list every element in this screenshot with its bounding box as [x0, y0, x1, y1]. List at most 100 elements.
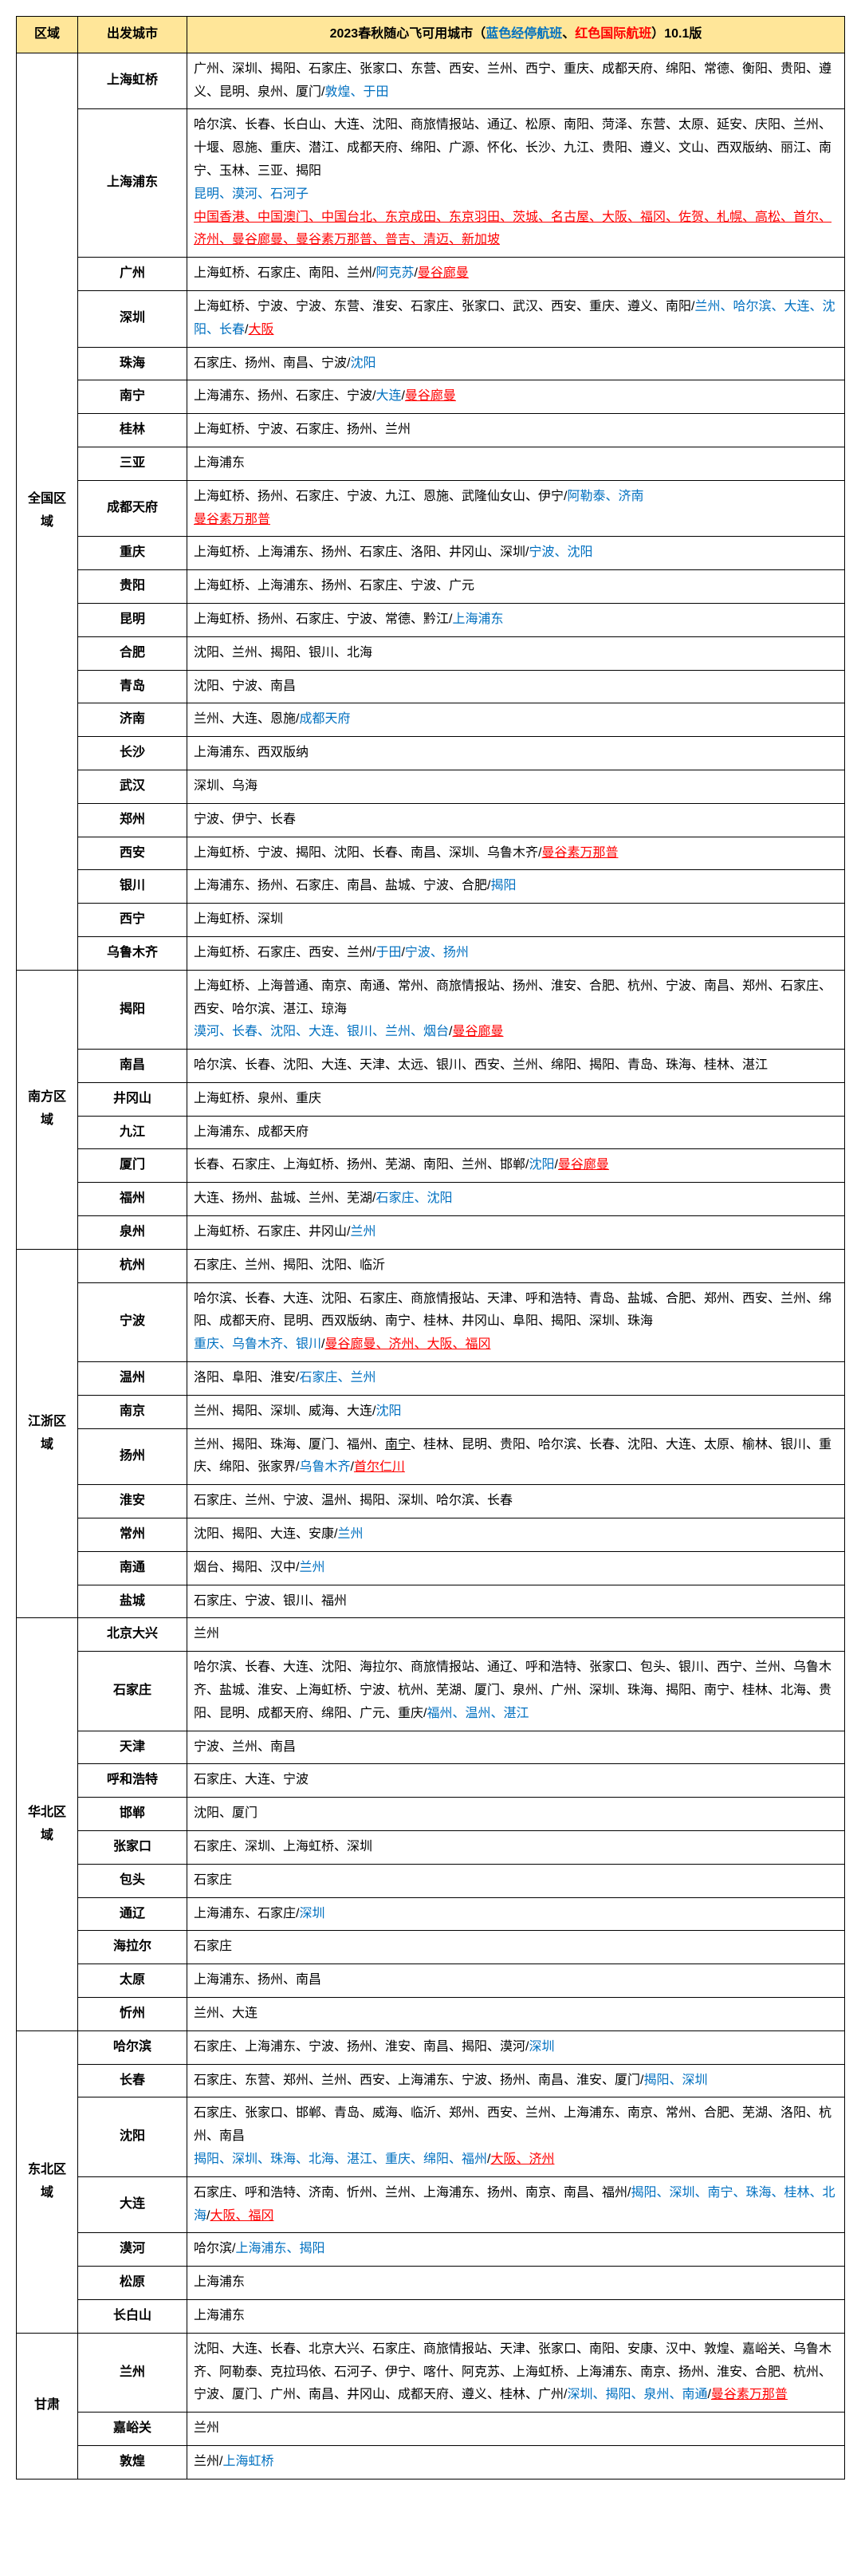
depart-cell: 井冈山	[78, 1082, 187, 1116]
dest-segment: 上海虹桥、石家庄、井冈山/	[194, 1225, 350, 1239]
dest-segment: 沈阳	[375, 1404, 401, 1418]
depart-cell: 海拉尔	[78, 1931, 187, 1964]
table-row: 沈阳石家庄、张家口、邯郸、青岛、威海、临沂、郑州、西安、兰州、上海浦东、南京、常…	[17, 2097, 845, 2176]
table-row: 东北区域哈尔滨石家庄、上海浦东、宁波、扬州、淮安、南昌、揭阳、漠河/深圳	[17, 2030, 845, 2064]
table-row: 长春石家庄、东营、郑州、兰州、西安、上海浦东、宁波、扬州、南昌、淮安、厦门/揭阳…	[17, 2064, 845, 2097]
depart-cell: 兰州	[78, 2333, 187, 2412]
destinations-cell: 沈阳、揭阳、大连、安康/兰州	[187, 1518, 845, 1552]
depart-cell: 乌鲁木齐	[78, 936, 187, 970]
dest-segment: 沈阳	[350, 356, 375, 370]
depart-cell: 通辽	[78, 1897, 187, 1931]
destinations-cell: 哈尔滨/上海浦东、揭阳	[187, 2233, 845, 2267]
destinations-cell: 兰州、揭阳、深圳、威海、大连/沈阳	[187, 1395, 845, 1428]
depart-cell: 忻州	[78, 1998, 187, 2031]
destinations-cell: 石家庄、扬州、南昌、宁波/沈阳	[187, 347, 845, 380]
dest-segment: 上海虹桥、宁波、石家庄、扬州、兰州	[194, 423, 411, 436]
destinations-cell: 兰州	[187, 1618, 845, 1652]
destinations-cell: 上海浦东	[187, 2299, 845, 2333]
table-row: 乌鲁木齐上海虹桥、石家庄、西安、兰州/于田/宁波、扬州	[17, 936, 845, 970]
dest-segment: 揭阳、深圳、珠海、北海、湛江、重庆、绵阳、福州	[194, 2153, 487, 2166]
depart-cell: 重庆	[78, 537, 187, 570]
table-row: 南通烟台、揭阳、汉中/兰州	[17, 1551, 845, 1585]
depart-cell: 南通	[78, 1551, 187, 1585]
dest-segment: 大连、扬州、盐城、兰州、芜湖/	[194, 1191, 375, 1205]
dest-segment: 深圳	[529, 2040, 554, 2054]
depart-cell: 济南	[78, 703, 187, 737]
dest-segment: 兰州	[337, 1527, 363, 1541]
dest-segment: 曼谷廊曼	[558, 1158, 609, 1172]
dest-segment: 兰州	[299, 1561, 324, 1574]
table-row: 天津宁波、兰州、南昌	[17, 1731, 845, 1764]
destinations-cell: 深圳、乌海	[187, 770, 845, 803]
header-row: 区域 出发城市 2023春秋随心飞可用城市（蓝色经停航班、红色国际航班）10.1…	[17, 17, 845, 53]
table-row: 嘉峪关兰州	[17, 2413, 845, 2446]
dest-segment: 哈尔滨、长春、大连、沈阳、石家庄、商旅情报站、天津、呼和浩特、青岛、盐城、合肥、…	[194, 1292, 832, 1329]
table-row: 江浙区域杭州石家庄、兰州、揭阳、沈阳、临沂	[17, 1249, 845, 1282]
depart-cell: 南宁	[78, 380, 187, 414]
table-row: 厦门长春、石家庄、上海虹桥、扬州、芜湖、南阳、兰州、邯郸/沈阳/曼谷廊曼	[17, 1149, 845, 1183]
destinations-cell: 上海浦东、石家庄/深圳	[187, 1897, 845, 1931]
dest-segment: 上海虹桥、宁波、揭阳、沈阳、长春、南昌、深圳、乌鲁木齐/	[194, 846, 541, 860]
depart-cell: 盐城	[78, 1585, 187, 1618]
dest-segment: 曼谷廊曼、济州、大阪、福冈	[324, 1337, 490, 1351]
dest-segment: 石家庄、兰州、揭阳、沈阳、临沂	[194, 1258, 385, 1272]
depart-cell: 邯郸	[78, 1798, 187, 1831]
table-row: 甘肃兰州沈阳、大连、长春、北京大兴、石家庄、商旅情报站、天津、张家口、南阳、安康…	[17, 2333, 845, 2412]
table-row: 扬州兰州、揭阳、珠海、厦门、福州、南宁、桂林、昆明、贵阳、哈尔滨、长春、沈阳、大…	[17, 1428, 845, 1485]
destinations-cell: 沈阳、大连、长春、北京大兴、石家庄、商旅情报站、天津、张家口、南阳、安康、汉中、…	[187, 2333, 845, 2412]
dest-segment: 曼谷素万那普	[711, 2388, 788, 2401]
region-cell: 东北区域	[17, 2030, 78, 2333]
depart-cell: 哈尔滨	[78, 2030, 187, 2064]
header-title: 2023春秋随心飞可用城市（蓝色经停航班、红色国际航班）10.1版	[187, 17, 845, 53]
table-row: 石家庄哈尔滨、长春、大连、沈阳、海拉尔、商旅情报站、通辽、呼和浩特、张家口、包头…	[17, 1652, 845, 1731]
dest-segment: 石家庄、上海浦东、宁波、扬州、淮安、南昌、揭阳、漠河/	[194, 2040, 529, 2054]
dest-segment: 沈阳、兰州、揭阳、银川、北海	[194, 646, 372, 660]
table-row: 成都天府上海虹桥、扬州、石家庄、宁波、九江、恩施、武隆仙女山、伊宁/阿勒泰、济南…	[17, 480, 845, 537]
depart-cell: 合肥	[78, 636, 187, 670]
dest-segment: 石家庄、兰州、宁波、温州、揭阳、深圳、哈尔滨、长春	[194, 1494, 513, 1507]
destinations-cell: 石家庄、兰州、揭阳、沈阳、临沂	[187, 1249, 845, 1282]
depart-cell: 郑州	[78, 803, 187, 837]
table-row: 福州大连、扬州、盐城、兰州、芜湖/石家庄、沈阳	[17, 1183, 845, 1216]
table-row: 淮安石家庄、兰州、宁波、温州、揭阳、深圳、哈尔滨、长春	[17, 1485, 845, 1518]
dest-segment: 曼谷廊曼	[452, 1025, 503, 1038]
table-row: 济南兰州、大连、恩施/成都天府	[17, 703, 845, 737]
dest-segment: 中国香港、中国澳门、中国台北、东京成田、东京羽田、茨城、名古屋、大阪、福冈、佐贺…	[194, 211, 832, 247]
depart-cell: 嘉峪关	[78, 2413, 187, 2446]
dest-segment: 揭阳	[490, 879, 516, 892]
dest-segment: 上海虹桥、石家庄、西安、兰州/	[194, 946, 375, 959]
region-cell: 江浙区域	[17, 1249, 78, 1618]
table-row: 珠海石家庄、扬州、南昌、宁波/沈阳	[17, 347, 845, 380]
dest-segment: 上海浦东	[452, 612, 503, 626]
destinations-cell: 石家庄、东营、郑州、兰州、西安、上海浦东、宁波、扬州、南昌、淮安、厦门/揭阳、深…	[187, 2064, 845, 2097]
depart-cell: 杭州	[78, 1249, 187, 1282]
dest-segment: 上海虹桥、上海浦东、扬州、石家庄、洛阳、井冈山、深圳/	[194, 546, 529, 559]
destinations-cell: 上海虹桥、泉州、重庆	[187, 1082, 845, 1116]
destinations-cell: 上海虹桥、石家庄、西安、兰州/于田/宁波、扬州	[187, 936, 845, 970]
depart-cell: 宁波	[78, 1282, 187, 1361]
depart-cell: 温州	[78, 1362, 187, 1396]
destinations-cell: 广州、深圳、揭阳、石家庄、张家口、东营、西安、兰州、西宁、重庆、成都天府、绵阳、…	[187, 53, 845, 109]
dest-segment: 兰州	[194, 1627, 219, 1641]
dest-segment: 石家庄、大连、宁波	[194, 1773, 309, 1786]
table-row: 合肥沈阳、兰州、揭阳、银川、北海	[17, 636, 845, 670]
destinations-cell: 石家庄、呼和浩特、济南、忻州、兰州、上海浦东、扬州、南京、南昌、福州/揭阳、深圳…	[187, 2176, 845, 2233]
dest-segment: 沈阳、厦门	[194, 1806, 258, 1820]
destinations-cell: 上海浦东、扬州、石家庄、南昌、盐城、宁波、合肥/揭阳	[187, 870, 845, 904]
depart-cell: 珠海	[78, 347, 187, 380]
dest-segment: 哈尔滨、长春、沈阳、大连、天津、太远、银川、西安、兰州、绵阳、揭阳、青岛、珠海、…	[194, 1058, 768, 1072]
dest-segment: 宁波、兰州、南昌	[194, 1740, 296, 1754]
depart-cell: 深圳	[78, 290, 187, 347]
dest-segment: 昆明、漠河、石河子	[194, 187, 309, 201]
destinations-cell: 沈阳、厦门	[187, 1798, 845, 1831]
depart-cell: 太原	[78, 1964, 187, 1998]
destinations-cell: 宁波、伊宁、长春	[187, 803, 845, 837]
depart-cell: 天津	[78, 1731, 187, 1764]
table-row: 张家口石家庄、深圳、上海虹桥、深圳	[17, 1831, 845, 1865]
table-row: 松原上海浦东	[17, 2267, 845, 2300]
dest-segment: 大阪、济州	[490, 2153, 554, 2166]
table-row: 海拉尔石家庄	[17, 1931, 845, 1964]
destinations-cell: 沈阳、宁波、南昌	[187, 670, 845, 703]
dest-segment: 上海浦东、揭阳	[235, 2242, 324, 2255]
table-row: 南京兰州、揭阳、深圳、威海、大连/沈阳	[17, 1395, 845, 1428]
